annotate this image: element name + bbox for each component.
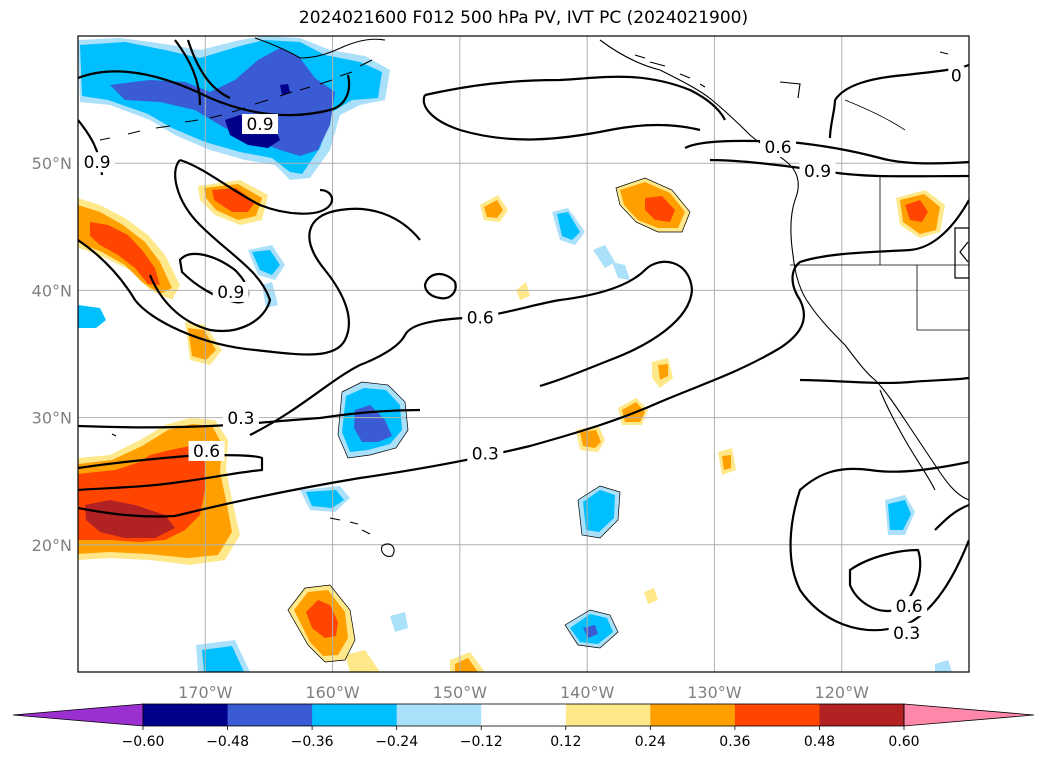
contour-0.3-southeast [789,460,969,632]
bc-coast [599,39,799,256]
map-frame [77,35,970,673]
contour-0.9-central [179,158,334,215]
contour-0.6-center [249,260,694,436]
state-borders [790,99,969,331]
contour-0.3-long [78,199,969,518]
contour-label-bg [79,152,116,173]
contour-label: 0 [951,67,962,87]
contour-0.6-main [78,207,421,356]
lon-tick-label: 150°W [433,683,488,702]
contour-0.9-inner-north [186,39,231,100]
us-coast [792,254,969,501]
colorbar-segment [734,704,820,726]
contour-0.6-north [684,139,969,165]
alaska-coast [254,37,386,59]
contour-0.6-south [848,548,922,613]
contour-0-north-b [828,99,837,139]
contour-label: 0.6 [467,308,494,328]
contour-0.9-loop [148,159,272,333]
colorbar-frame [142,703,905,727]
colorbar-segment [396,704,482,726]
lon-tick-label: 140°W [560,683,615,702]
contour-label: 0.9 [84,153,111,173]
colorbar-tick-label: −0.36 [291,734,334,750]
st-lawrence [939,51,949,55]
contour-label-bg [462,307,499,328]
contour-label-bg [799,161,836,182]
contour-0.6-west [78,453,264,492]
contour-0.6-shelf [424,75,726,121]
pv-small-features [78,178,952,672]
pv-negative-aleutian [78,36,390,180]
baja [879,389,936,491]
pv-shading-layer [78,36,952,672]
colorbar-tick-label: 0.60 [888,734,919,750]
lat-tick-label: 50°N [32,154,72,173]
colorbar-tick-label: 0.24 [635,734,666,750]
pv-positive-west [78,198,240,565]
contour-0.3-main [78,408,421,429]
contour-label: 0.9 [217,283,244,303]
contour-label-bg [891,596,928,617]
contour-label-bg [242,114,279,135]
colorbar-segment [819,704,905,726]
lon-tick-label: 120°W [815,683,870,702]
contour-label: 0.3 [472,444,499,464]
contour-0.6-arc [422,94,701,141]
contour-label-bg [760,136,797,157]
colorbar-extend-max [903,703,1035,727]
lon-tick-label: 160°W [305,683,360,702]
colorbar: −0.60 −0.48 −0.36 −0.24 −0.12 0.12 0.24 0.36 0.4… [12,703,1035,750]
contour-label: 0.3 [227,409,254,429]
border-marker [954,227,969,279]
colorbar-segment [565,704,651,726]
contour-label: 0.9 [246,115,273,135]
ivt-contours [78,39,969,632]
lon-tick-label: 170°W [178,683,233,702]
lat-tick-label: 40°N [32,281,72,300]
pv-outline [287,177,691,663]
contour-label-bg [222,407,259,428]
contour-0-east [934,503,969,531]
midway [111,433,117,437]
colorbar-segment [650,704,736,726]
contour-label: 0.6 [193,442,220,462]
colorbar-tick-label: −0.48 [206,734,249,750]
contour-label-bg [888,622,925,643]
colorbar-segment [227,704,313,726]
colorbar-tick-label: −0.24 [375,734,418,750]
contour-label-bg [212,281,249,302]
colorbar-tick-label: −0.12 [460,734,503,750]
contour-0.3-east [799,376,969,385]
contour-label: 0.9 [804,162,831,182]
colorbar-extend-min [12,703,144,727]
contour-label: 0.6 [765,138,792,158]
axis-tick-labels: 170°W 160°W 150°W 140°W 130°W 120°W 20°N 30°N 40… [32,154,869,702]
lat-tick-label: 20°N [32,536,72,555]
hawaii-islands [329,517,395,557]
contour-0.9-aleutian [78,70,351,117]
lon-tick-label: 130°W [687,683,742,702]
contour-label-bg [948,65,965,86]
contour-label: 0.6 [896,597,923,617]
alaska-islands [634,54,801,99]
colorbar-segment [143,704,229,726]
contour-0.9-upper [174,39,202,106]
contour-0.6-cloud [423,273,457,300]
contour-labels: 0.9 0.9 0.9 0.6 0.3 0.6 0.3 0.6 0.9 0 0.6 0.3 [79,65,965,644]
colorbar-tick-label: −0.60 [122,734,165,750]
colorbar-segment [481,704,567,726]
aleutian-islands [99,59,373,141]
colorbar-tick-label: 0.36 [719,734,750,750]
coastlines [99,37,969,557]
colorbar-tick-label: 0.12 [550,734,581,750]
contour-label-bg [467,443,504,464]
colorbar-segment [312,704,398,726]
contour-label-bg [188,440,225,461]
colorbar-tick-label: 0.48 [804,734,835,750]
map-title: 2024021600 F012 500 hPa PV, IVT PC (2024… [298,8,749,28]
contour-label: 0.3 [893,624,920,644]
lat-tick-label: 30°N [32,409,72,428]
